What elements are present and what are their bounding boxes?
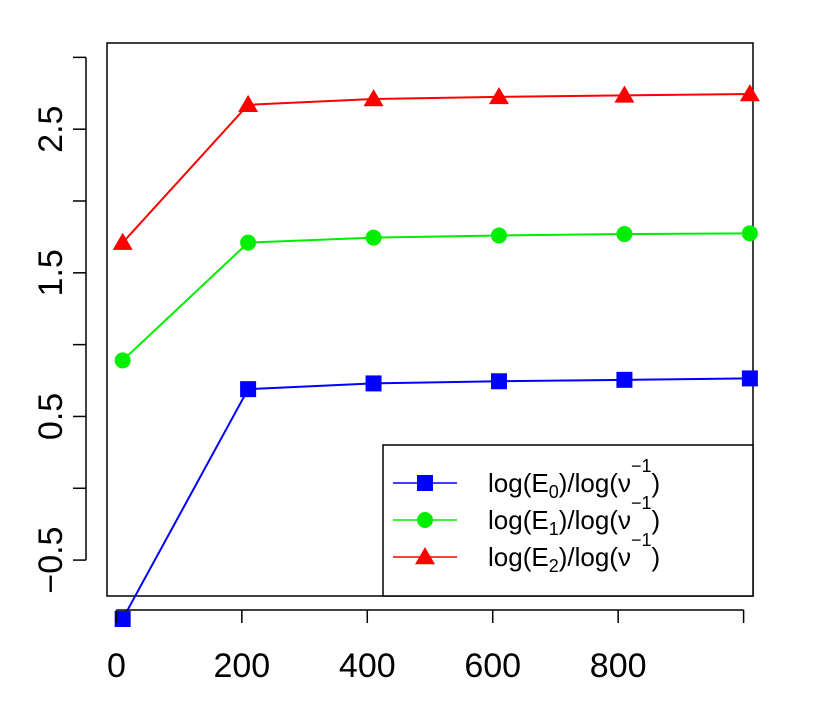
legend-item: log(E1)/log(ν−1) bbox=[393, 493, 660, 539]
x-tick-label: 800 bbox=[590, 647, 647, 685]
series-layer bbox=[112, 84, 760, 627]
series-1 bbox=[114, 225, 758, 369]
series-line bbox=[121, 92, 750, 244]
data-point bbox=[114, 352, 131, 369]
data-point bbox=[616, 226, 633, 243]
legend-item: log(E0)/log(ν−1) bbox=[393, 456, 660, 502]
data-point bbox=[614, 85, 635, 103]
x-tick-label: 400 bbox=[339, 647, 396, 685]
data-point bbox=[363, 89, 384, 107]
x-axis: 0 200 400 600 800 bbox=[107, 609, 745, 685]
legend-marker bbox=[417, 512, 433, 528]
x-tick-label: 600 bbox=[464, 647, 521, 685]
data-point bbox=[739, 84, 760, 102]
legend-marker bbox=[417, 475, 433, 491]
x-tick-label: 200 bbox=[213, 647, 270, 685]
y-tick-label: 1.5 bbox=[32, 249, 70, 296]
series-line bbox=[121, 232, 750, 362]
data-point bbox=[240, 381, 257, 398]
legend-label: log(E0)/log(ν−1) bbox=[488, 456, 660, 502]
x-tick-label: 0 bbox=[107, 647, 126, 685]
y-tick-label: −0.5 bbox=[32, 527, 70, 594]
data-point bbox=[490, 373, 507, 390]
data-point bbox=[365, 229, 382, 246]
y-tick-label: 2.5 bbox=[32, 106, 70, 153]
data-point bbox=[490, 227, 507, 244]
series-2 bbox=[112, 84, 760, 250]
legend-marker bbox=[415, 547, 435, 565]
legend-item: log(E2)/log(ν−1) bbox=[393, 530, 660, 576]
legend-items: log(E0)/log(ν−1)log(E1)/log(ν−1)log(E2)/… bbox=[393, 456, 660, 576]
plot-area bbox=[106, 42, 760, 627]
y-tick-label: 0.5 bbox=[32, 393, 70, 440]
data-point bbox=[741, 370, 758, 387]
data-point bbox=[238, 94, 259, 112]
legend: log(E0)/log(ν−1)log(E1)/log(ν−1)log(E2)/… bbox=[382, 444, 754, 597]
data-point bbox=[112, 232, 133, 250]
series-0 bbox=[114, 370, 758, 627]
legend-label: log(E1)/log(ν−1) bbox=[488, 493, 660, 539]
data-point bbox=[240, 234, 257, 251]
data-point bbox=[114, 610, 131, 627]
data-point bbox=[365, 375, 382, 392]
y-axis: −0.5 0.5 1.5 2.5 bbox=[32, 56, 87, 594]
data-point bbox=[741, 225, 758, 242]
data-point bbox=[616, 371, 633, 388]
legend-label: log(E2)/log(ν−1) bbox=[488, 530, 660, 576]
data-point bbox=[488, 86, 509, 105]
series-line bbox=[121, 377, 750, 620]
